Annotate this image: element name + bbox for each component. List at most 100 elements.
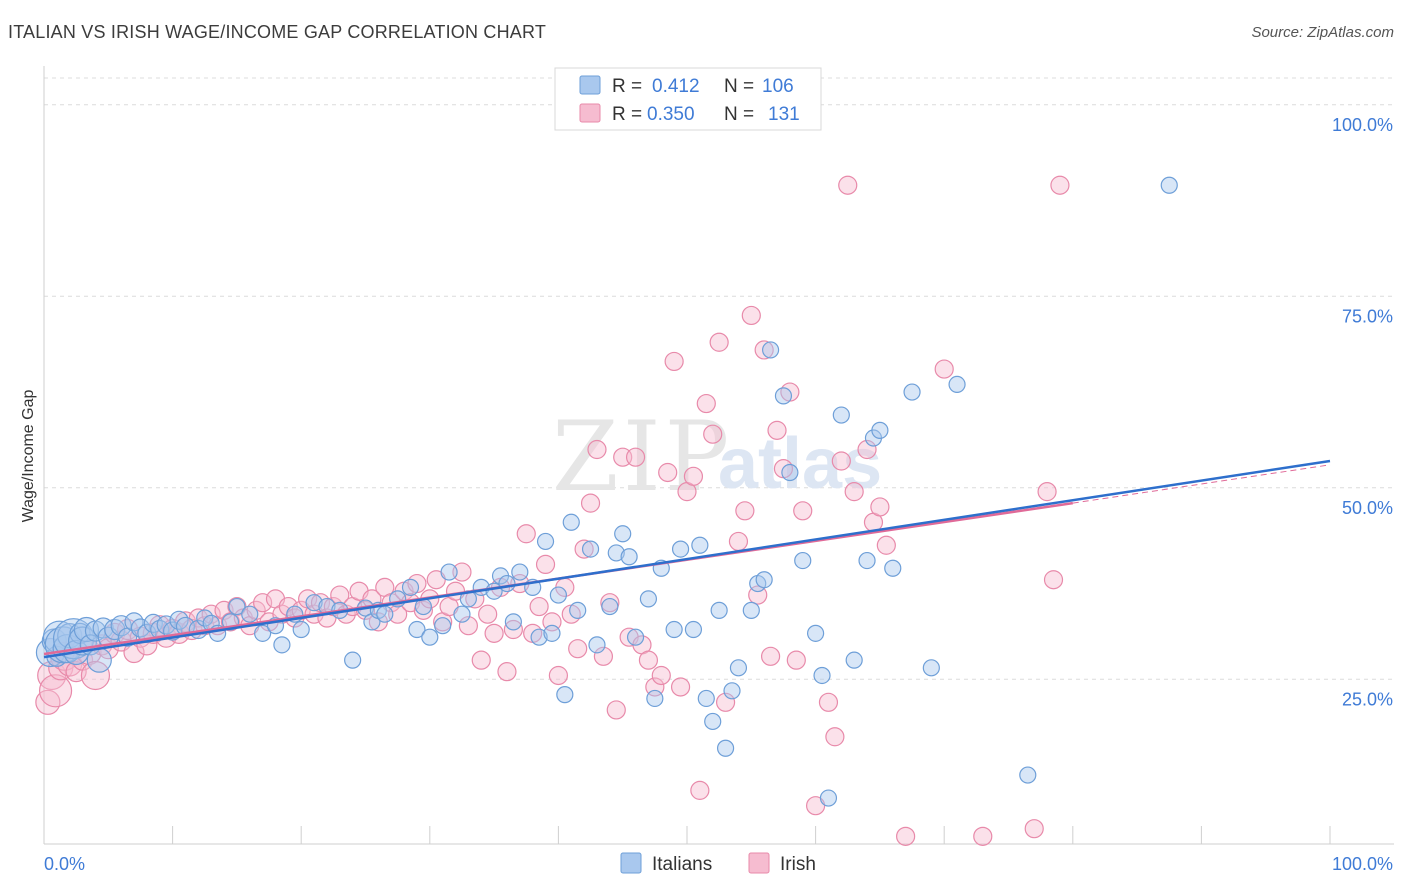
watermark-atlas: atlas [718,424,882,504]
irish-point [587,439,607,460]
legend-n-label-1: N = [724,76,754,97]
legend-r-label-2: R = [612,104,642,125]
irish-point [658,462,678,483]
irish-point [625,447,646,467]
irish-point [1037,482,1057,502]
italians-point [646,689,664,708]
italians-point [421,628,439,646]
italians-point [86,647,112,673]
italians-point [665,620,683,639]
trend-lines [43,459,1331,659]
irish-point [683,466,704,486]
irish-point [600,593,620,613]
irish-point [516,524,536,544]
irish-point [548,665,569,686]
grid-lines [44,77,1394,680]
italians-point [241,605,259,623]
italians-point [813,666,831,685]
italians-point [884,559,902,577]
italians-point [671,540,690,558]
irish-point [330,585,350,605]
italians-point [607,544,625,562]
watermark: ZIP atlas [552,401,882,513]
irish-point [973,826,993,846]
bottom-legend-swatch-irish [748,852,770,874]
italians-point [729,659,748,677]
legend-swatch-irish [579,103,601,123]
italians-point [130,618,151,638]
italians-point [543,624,561,642]
bottom-legend-irish: Irish [780,854,816,875]
italians-point [228,597,246,616]
italians-point [453,605,471,623]
italians-point [871,421,889,439]
italians-point [761,341,780,359]
italians-point [697,689,715,708]
watermark-zip: ZIP [552,401,733,513]
italians-point [832,406,850,424]
italians-point [498,574,516,593]
italians-point [408,620,426,639]
italians-point [434,617,452,635]
italians-point [440,563,458,581]
italians-point [691,536,709,554]
irish-point [857,439,877,460]
irish-point [690,780,710,800]
italians-point [716,739,735,757]
irish-point [786,650,806,670]
italians-point [723,682,741,700]
x-tick-label: 100.0% [1332,854,1393,874]
irish-point [728,531,749,552]
legend-swatch-italians [579,75,601,95]
irish-point [651,665,671,686]
irish-point [580,493,601,513]
italians-point [556,686,574,704]
irish-point [1043,570,1064,590]
y-tick-labels: 100.0% 75.0% 50.0% 25.0% [1332,115,1393,710]
bottom-legend-italians: Italians [652,854,712,875]
irish-point [670,677,691,697]
legend-n-value-1: 106 [762,76,794,97]
irish-point [497,662,517,682]
irish-point [638,650,659,670]
irish-point [388,604,408,624]
italians-point [536,532,555,551]
italians-point [305,594,323,612]
irish-point [870,497,890,517]
bottom-legend: Italians Irish [620,852,816,875]
y-tick-label: 75.0% [1342,306,1393,326]
italians-point [562,513,580,531]
irish-point [818,692,839,712]
italians-point [858,551,876,570]
italians-point [755,571,773,589]
italians-point [1160,176,1178,194]
irish-point [574,539,594,559]
irish-point [253,593,273,613]
source-label: Source: ZipAtlas.com [1251,24,1394,41]
y-tick-label: 50.0% [1342,498,1393,518]
irish-point [1050,175,1070,195]
italians-point [569,601,587,619]
italians-point [620,548,638,566]
irish-point [413,600,433,620]
italians-point [104,618,126,641]
legend-r-value-2: 0.350 [647,104,695,125]
italians-point [1019,766,1037,784]
irish-point [896,826,916,846]
irish-point [664,351,684,372]
irish-point [458,616,478,636]
legend-n-label-2: N = [724,104,754,125]
irish-point [593,646,614,666]
x-tick-labels: 0.0% 100.0% [44,854,1393,874]
italians-point [588,636,606,654]
irish-point [767,420,787,440]
italians-point [684,620,703,639]
irish-point [793,501,813,521]
legend-box: R = 0.412 N = 106 R = 0.350 N = 131 [554,67,822,131]
irish-point [535,554,556,575]
irish-point [696,393,716,414]
italians-point [511,563,529,581]
irish-point [452,562,472,582]
italians-point [781,463,799,482]
